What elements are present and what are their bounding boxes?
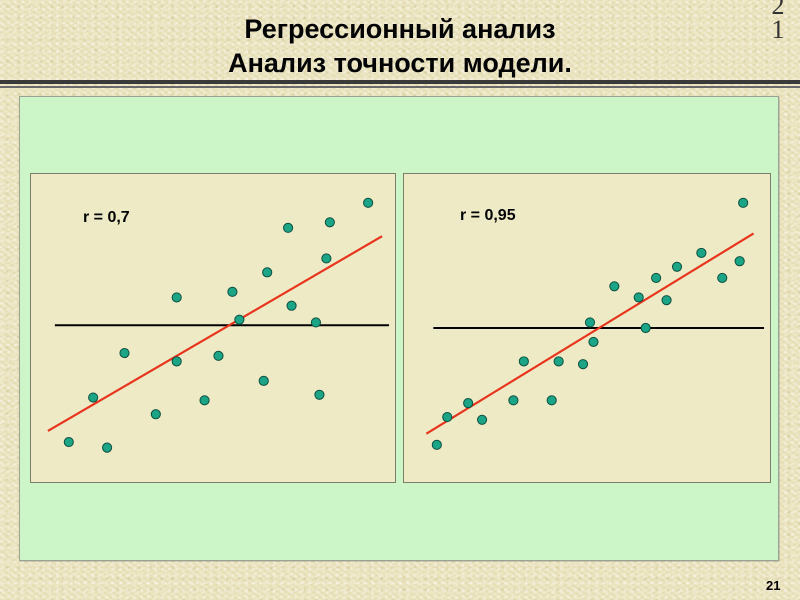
data-point-left-7: [171, 356, 182, 367]
title-line-2: Анализ точности модели.: [228, 48, 572, 78]
data-point-left-19: [324, 217, 335, 228]
data-point-left-20: [363, 197, 374, 208]
data-point-left-10: [227, 286, 238, 297]
title-line-1: Регрессионный анализ: [244, 14, 556, 44]
regression-line-right: [425, 232, 755, 435]
data-point-right-9: [577, 359, 589, 370]
data-point-right-18: [696, 247, 707, 258]
slide-number: 21: [766, 578, 781, 593]
data-point-left-13: [262, 267, 273, 278]
title-rule-thin: [0, 86, 800, 88]
data-point-left-4: [119, 347, 130, 359]
regression-line-left: [47, 235, 383, 432]
data-point-right-10: [584, 317, 596, 328]
data-point-right-21: [738, 197, 749, 208]
data-point-left-9: [213, 350, 224, 361]
data-point-right-3: [463, 398, 474, 409]
scatter-plot-right: r = 0,95: [403, 173, 771, 483]
correlation-label-left: r = 0,7: [83, 209, 130, 226]
data-point-left-12: [258, 375, 269, 386]
data-point-left-17: [314, 389, 325, 400]
data-point-right-17: [671, 261, 683, 272]
data-point-left-15: [286, 300, 297, 311]
data-point-right-20: [734, 256, 745, 267]
data-point-left-16: [310, 317, 322, 328]
data-point-left-11: [234, 314, 245, 325]
corner-digit-top: 2: [771, 0, 785, 20]
scatter-plot-left: r = 0,7: [30, 173, 396, 483]
data-point-right-11: [588, 336, 599, 347]
data-point-right-2: [442, 411, 453, 423]
data-point-right-12: [609, 281, 620, 292]
data-point-right-13: [633, 292, 644, 303]
data-point-right-14: [640, 322, 651, 334]
slide-title: Регрессионный анализ Анализ точности мод…: [0, 12, 800, 80]
corner-digit-bottom: 1: [771, 15, 785, 44]
data-point-right-1: [431, 439, 442, 450]
data-point-right-5: [508, 395, 519, 406]
data-point-left-18: [321, 253, 332, 264]
data-point-right-15: [651, 272, 662, 283]
data-point-right-19: [717, 272, 728, 283]
title-rule-thick: [0, 80, 800, 84]
correlation-label-right: r = 0,95: [460, 207, 516, 224]
data-point-right-8: [553, 356, 564, 367]
data-point-left-3: [102, 442, 113, 453]
data-point-left-5: [150, 409, 161, 420]
data-point-left-6: [171, 292, 182, 303]
scatter-plot-left-svg: [47, 197, 390, 453]
data-point-left-1: [63, 436, 74, 448]
data-point-right-6: [518, 356, 529, 367]
scatter-plot-right-svg: [425, 197, 765, 450]
data-point-left-14: [283, 222, 294, 233]
corner-number: 2 1: [768, 0, 788, 44]
data-point-right-4: [477, 414, 488, 425]
data-point-left-8: [199, 395, 210, 406]
data-point-right-16: [661, 295, 672, 306]
data-point-left-2: [88, 392, 99, 403]
data-point-right-7: [546, 395, 557, 406]
